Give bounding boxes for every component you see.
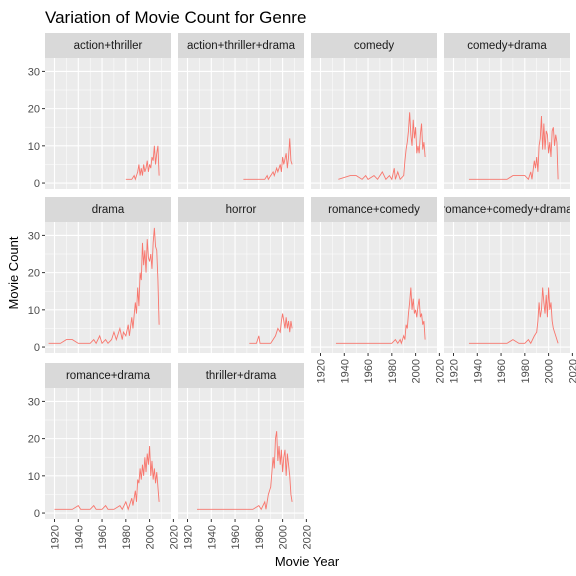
facet-strip — [45, 197, 171, 222]
x-tick-label: 1940 — [73, 525, 85, 549]
y-axis-label: Movie Count — [6, 236, 21, 309]
x-tick-label: 2020 — [168, 525, 180, 549]
x-tick-label: 1960 — [363, 359, 375, 383]
facet-strip — [178, 197, 304, 222]
series-line — [468, 116, 559, 181]
facet-strip — [444, 33, 570, 58]
x-tick-label: 1920 — [183, 525, 195, 549]
x-tick-label: 2020 — [301, 525, 313, 549]
facet-plot-background — [444, 58, 570, 189]
x-tick-label: 1940 — [339, 359, 351, 383]
x-tick-label: 1960 — [496, 359, 508, 383]
y-tick-label: 0 — [34, 342, 40, 354]
facet-strip-label: romance+comedy — [328, 204, 420, 216]
x-tick-label: 2000 — [278, 525, 290, 549]
facet-plot-background — [311, 222, 437, 353]
x-axis-label: Movie Year — [275, 554, 340, 569]
facet-plot-background — [45, 58, 171, 189]
facet-panel: comedy — [311, 33, 437, 189]
facet-plot-background — [311, 58, 437, 189]
y-tick-label: 0 — [34, 178, 40, 190]
x-tick-label: 1920 — [316, 359, 328, 383]
facet-panel: thriller+drama 1920 1940 1960 1980 2000 2020 — [178, 363, 313, 549]
series-line — [249, 313, 293, 344]
x-tick-label: 2020 — [434, 359, 446, 383]
facet-plot-background — [444, 222, 570, 353]
facet-strip-label: comedy — [354, 40, 395, 52]
facet-strip-label: thriller+drama — [206, 370, 277, 382]
y-tick-label: 20 — [28, 268, 40, 280]
x-tick-label: 1920 — [50, 525, 62, 549]
x-tick-label: 1940 — [206, 525, 218, 549]
series-line — [468, 287, 559, 345]
facet-strip — [311, 197, 437, 222]
x-tick-label: 2000 — [544, 359, 556, 383]
facet-strip-label: comedy+drama — [467, 40, 547, 52]
facet-strip-label: action+thriller — [74, 40, 143, 52]
facet-plot-background — [178, 58, 304, 189]
y-tick-label: 30 — [28, 396, 40, 408]
chart-title: Variation of Movie Count for Genre — [45, 8, 306, 27]
facet-panel: romance+comedy+drama 1920 1940 1960 1980 2000… — [441, 197, 576, 383]
facet-panel: romance+drama 0 10 20 30 1920 1940 1960 1980 2000… — [28, 363, 180, 549]
facet-strip-label: drama — [92, 204, 125, 216]
x-tick-label: 2020 — [567, 359, 576, 383]
facet-strip — [444, 197, 570, 222]
x-tick-label: 1960 — [230, 525, 242, 549]
facet-strip-label: romance+comedy+drama — [441, 204, 573, 216]
facet-panel: horror — [178, 197, 304, 353]
facet-strip-label: horror — [226, 204, 257, 216]
series-line — [243, 138, 293, 181]
x-tick-label: 1980 — [387, 359, 399, 383]
y-tick-label: 30 — [28, 230, 40, 242]
x-tick-label: 1980 — [121, 525, 133, 549]
facet-panel: action+thriller 0 10 20 30 — [28, 33, 171, 190]
series-line — [197, 431, 293, 511]
facet-strip — [178, 33, 304, 58]
series-line — [48, 227, 160, 345]
y-tick-label: 10 — [28, 305, 40, 317]
facet-plot-background — [45, 388, 171, 519]
facet-panels: action+thriller 0 10 20 30 action+thriller+dr… — [28, 33, 576, 549]
facet-strip — [178, 363, 304, 388]
facet-panel: drama 0 10 20 30 — [28, 197, 171, 354]
series-line — [335, 287, 426, 345]
facet-strip — [311, 33, 437, 58]
y-tick-label: 20 — [28, 434, 40, 446]
y-tick-label: 0 — [34, 508, 40, 520]
y-tick-label: 10 — [28, 141, 40, 153]
x-tick-label: 2000 — [411, 359, 423, 383]
facet-strip-label: romance+drama — [66, 370, 151, 382]
x-tick-label: 2000 — [145, 525, 157, 549]
series-line — [338, 112, 426, 181]
series-line — [54, 446, 160, 511]
facet-panel: action+thriller+drama — [178, 33, 304, 189]
facet-plot-background — [178, 222, 304, 353]
x-tick-label: 1960 — [97, 525, 109, 549]
x-tick-label: 1920 — [449, 359, 461, 383]
facet-panel: romance+comedy 1920 1940 1960 1980 2000 2020 — [311, 197, 446, 383]
facet-strip — [45, 33, 171, 58]
y-tick-label: 30 — [28, 66, 40, 78]
facet-strip — [45, 363, 171, 388]
y-tick-label: 20 — [28, 104, 40, 116]
facet-panel: comedy+drama — [444, 33, 570, 189]
facet-plot-background — [45, 222, 171, 353]
x-tick-label: 1980 — [254, 525, 266, 549]
facet-strip-label: action+thriller+drama — [187, 40, 296, 52]
series-line — [125, 145, 160, 181]
x-tick-label: 1940 — [472, 359, 484, 383]
x-tick-label: 1980 — [520, 359, 532, 383]
y-tick-label: 10 — [28, 471, 40, 483]
